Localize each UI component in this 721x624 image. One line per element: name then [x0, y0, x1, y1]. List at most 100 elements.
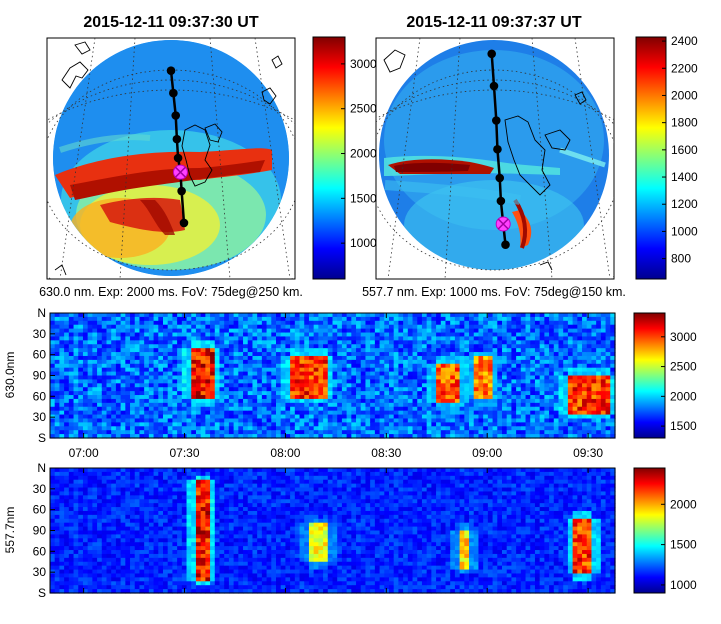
keogram-557-cell [59, 581, 65, 586]
keogram-630-cell [290, 371, 296, 377]
keogram-557-cell [111, 526, 117, 532]
keogram-630-cell [294, 340, 301, 345]
keogram-630-cell [478, 375, 484, 381]
keogram-630-cell [473, 336, 480, 341]
keogram-630-cell [459, 371, 465, 377]
keogram-630-cell [181, 387, 188, 392]
keogram-630-cell [360, 367, 367, 373]
keogram-630-cell [261, 414, 268, 420]
keogram-630-cell [530, 398, 536, 404]
keogram-630-cell [384, 355, 390, 361]
keogram-630-cell [59, 348, 65, 353]
keogram-630-cell [417, 418, 423, 423]
keogram-630-cell [459, 367, 465, 373]
keogram-630-cell [520, 367, 527, 373]
keogram-630-cell [243, 434, 249, 439]
keogram-630-cell [469, 340, 475, 345]
keogram-557-cell [186, 557, 192, 563]
keogram-630-cell [177, 383, 183, 388]
keogram-630-cell [398, 406, 404, 412]
keogram-630-cell [502, 379, 508, 384]
keogram-630-cell [115, 410, 122, 416]
keogram-630-cell [483, 336, 489, 341]
keogram-557-cell [181, 577, 188, 582]
keogram-630-cell [130, 398, 136, 404]
keogram-630-cell [421, 434, 428, 439]
keogram-557-cell [111, 589, 117, 594]
keogram-630-cell [464, 359, 470, 365]
keogram-630-cell [553, 410, 560, 416]
keogram-630-cell [374, 430, 381, 435]
keogram-630-cell [111, 328, 117, 334]
keogram-630-cell [464, 383, 470, 388]
keogram-630-cell [290, 367, 296, 373]
keogram-630-cell [64, 352, 70, 357]
keogram-630-cell [586, 410, 593, 416]
keogram-557-cell [64, 534, 70, 539]
keogram-557-cell [73, 577, 79, 582]
keogram-630-cell [214, 410, 221, 416]
keogram-630-cell [582, 336, 588, 341]
keogram-630-cell [200, 340, 206, 345]
keogram-630-cell [172, 340, 178, 345]
keogram-630-cell [252, 379, 258, 384]
keogram-630-cell [318, 332, 324, 338]
keogram-630-cell [163, 430, 169, 435]
keogram-630-cell [596, 387, 602, 392]
keogram-630-cell [440, 383, 447, 388]
keogram-630-cell [257, 340, 263, 345]
keogram-630-cell [596, 344, 602, 349]
keogram-630-cell [87, 410, 93, 416]
keogram-630-cell [478, 387, 484, 392]
keogram-630-cell [200, 348, 206, 353]
keogram-630-cell [337, 336, 343, 341]
keogram-557-cell [87, 550, 93, 555]
keogram-557-cell [68, 510, 75, 516]
keogram-630-cell [125, 316, 131, 322]
keogram-630-cell [346, 406, 352, 412]
keogram-630-cell [205, 430, 211, 435]
keogram-630-cell [200, 367, 206, 373]
keogram-630-cell [308, 406, 315, 412]
keogram-630-cell [323, 328, 329, 334]
keogram-630-cell [101, 430, 108, 435]
keogram-630-cell [445, 371, 451, 377]
keogram-630-cell [436, 336, 442, 341]
keogram-630-cell [233, 324, 239, 330]
keogram-630-cell [450, 371, 456, 377]
keogram-630-cell [294, 406, 301, 412]
keogram-630-cell [115, 363, 122, 369]
keogram-630-cell [605, 387, 611, 392]
keogram-630-cell [473, 320, 480, 326]
keogram-630-cell [577, 367, 583, 373]
keogram-557-cell [106, 577, 112, 582]
keogram-557-cell [163, 514, 169, 520]
keogram-630-cell [337, 383, 343, 388]
keogram-630-cell [421, 414, 428, 420]
keogram-630-cell [134, 387, 141, 392]
keogram-630-cell [153, 359, 159, 365]
keogram-630-cell [440, 336, 447, 341]
keogram-557-cell [82, 553, 89, 559]
keogram-630-cell [520, 379, 527, 384]
keogram-630-cell [73, 348, 79, 353]
keogram-630-cell [450, 316, 456, 322]
keogram-630-cell [487, 426, 494, 431]
keogram-630-cell [393, 422, 400, 427]
keogram-630-cell [596, 371, 602, 377]
allsky-557-track-point [496, 196, 506, 206]
keogram-630-cell [195, 348, 202, 353]
keogram-630-cell [210, 414, 216, 420]
keogram-630-cell [337, 359, 343, 365]
keogram-630-cell [299, 367, 305, 373]
keogram-630-cell [398, 418, 404, 423]
keogram-557-cell [195, 518, 202, 524]
keogram-630-cell [186, 379, 192, 384]
keogram-557-cell [153, 557, 159, 563]
keogram-630-cell [553, 316, 560, 322]
keogram-630-cell [181, 355, 188, 361]
keogram-557-cell [186, 589, 192, 594]
keogram-557-cell [195, 507, 202, 512]
keogram-630-cell [591, 316, 597, 322]
keogram-630-cell [167, 367, 174, 373]
